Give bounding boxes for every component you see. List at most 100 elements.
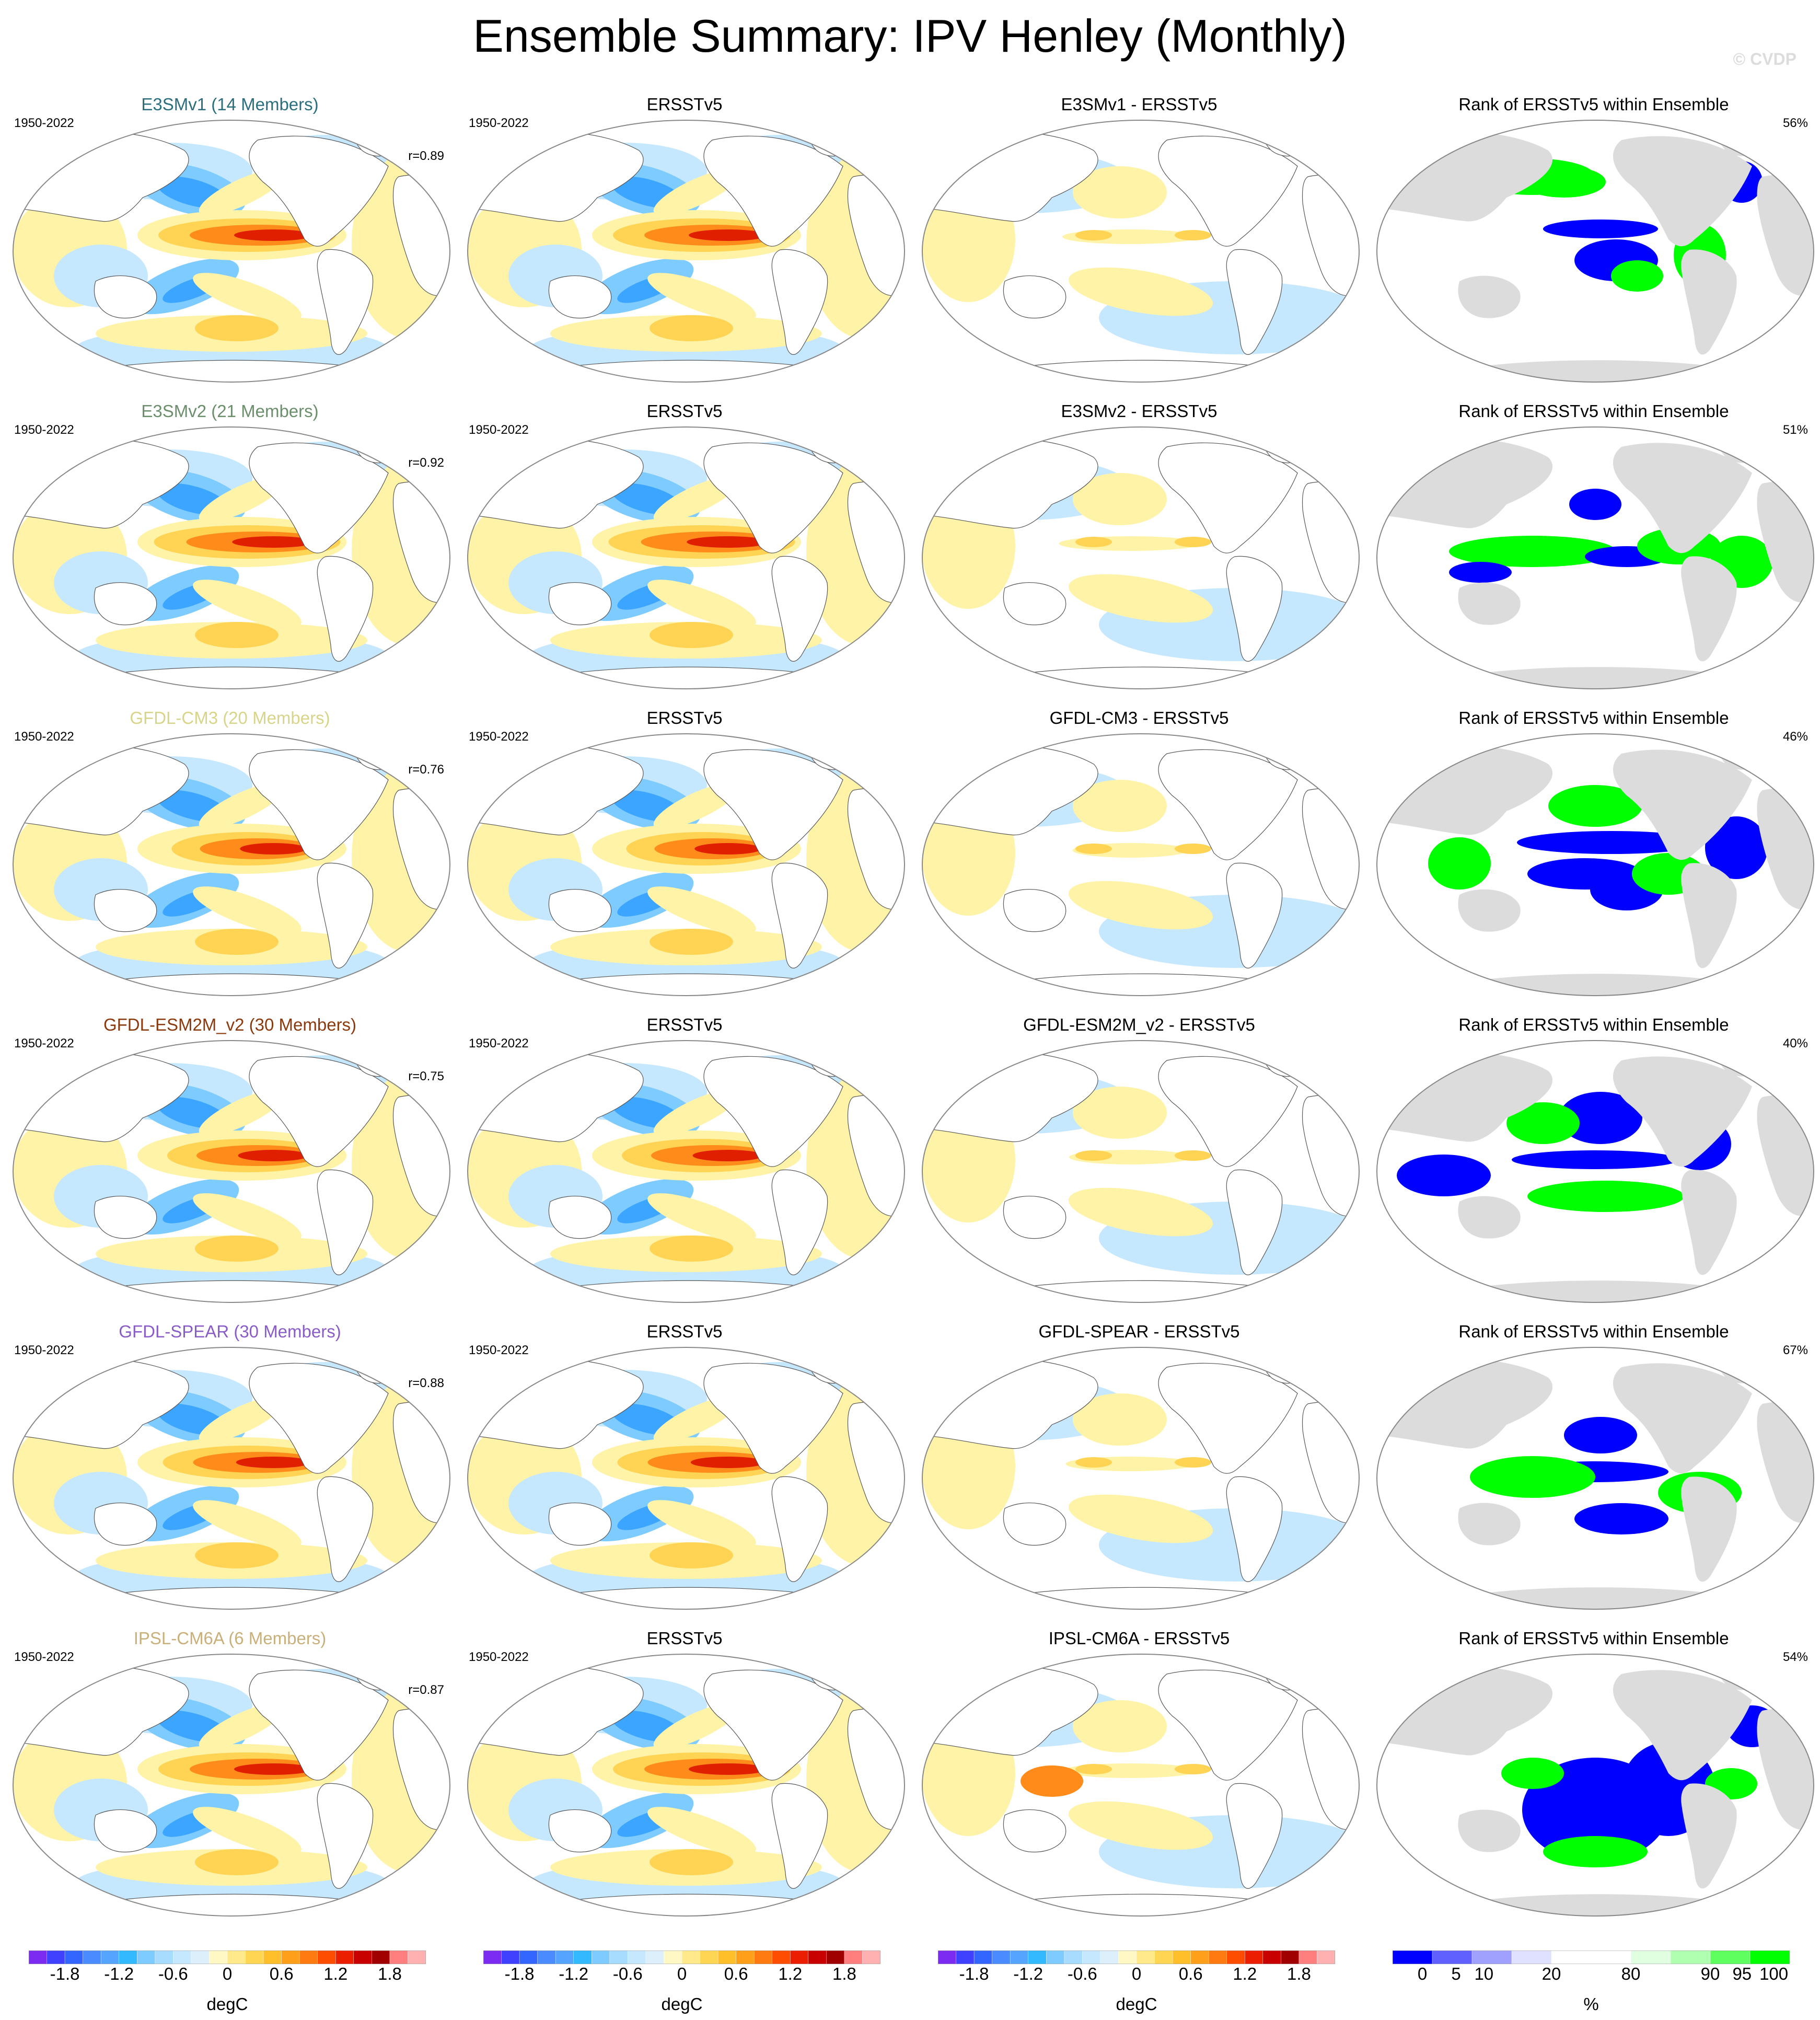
colorbar-swatch <box>717 1950 737 1964</box>
field-region <box>647 1193 756 1241</box>
land-south-america <box>1681 1170 1737 1275</box>
rank-high-region <box>1506 1102 1580 1144</box>
map-fill <box>13 1654 450 1916</box>
world-map <box>1376 1347 1814 1610</box>
colorbar-tick-label: 0 <box>222 1964 233 1983</box>
world-map <box>467 1654 905 1917</box>
field-region <box>236 1457 311 1468</box>
panel-title: GFDL-SPEAR (30 Members) <box>119 1322 341 1341</box>
land-australia <box>1003 1196 1067 1239</box>
colorbar-swatch <box>790 1950 809 1964</box>
field-region <box>1073 1087 1167 1139</box>
period-label: 1950-2022 <box>14 116 74 130</box>
colorbar-tick-label: -0.6 <box>158 1964 188 1983</box>
colorbar-swatch <box>862 1950 880 1964</box>
field-region <box>195 1542 279 1568</box>
panel-title: ERSSTv5 <box>646 95 723 114</box>
colorbar-swatches <box>1393 1950 1790 1964</box>
land-south-america <box>1226 862 1283 968</box>
colorbar-swatch <box>389 1950 409 1964</box>
map-panel-rank-5: Rank of ERSSTv5 within Ensemble 67% <box>1366 1321 1820 1627</box>
colorbar-swatch <box>1749 1950 1790 1964</box>
rank-percent-label: 56% <box>1782 116 1808 130</box>
field-region <box>1068 1187 1213 1237</box>
colorbar-swatch <box>372 1950 390 1964</box>
colorbar-swatch <box>681 1950 701 1964</box>
land-south-america <box>1681 1783 1737 1889</box>
map-panel-obs-5: ERSSTv5 1950-2022 <box>457 1321 912 1627</box>
rank-percent-label: 46% <box>1782 730 1808 744</box>
colorbar-swatch <box>1551 1950 1592 1964</box>
colorbar-tick-label: 5 <box>1451 1964 1461 1983</box>
field-region <box>1075 1764 1112 1774</box>
colorbar-tick-label: 90 <box>1700 1964 1720 1983</box>
land-australia <box>94 1809 157 1853</box>
field-region <box>647 886 756 934</box>
map-panel-model-4: GFDL-ESM2M_v2 (30 Members) 1950-2022 r=0.7… <box>3 1014 457 1320</box>
land-australia <box>1458 1809 1521 1852</box>
land-north-america <box>1613 1056 1752 1167</box>
panel-title: ERSSTv5 <box>646 1015 723 1034</box>
land-australia <box>1003 582 1067 626</box>
colorbar-swatch <box>573 1950 593 1964</box>
colorbar-swatch <box>483 1950 502 1964</box>
rank-high-region <box>1548 785 1642 827</box>
field-region <box>193 1807 302 1855</box>
panel-title: GFDL-ESM2M_v2 - ERSSTv5 <box>1023 1015 1255 1034</box>
colorbar-swatch <box>281 1950 300 1964</box>
field-region <box>1175 1457 1211 1468</box>
panel-title: E3SMv1 (14 Members) <box>141 95 319 114</box>
land-north-america <box>249 1056 389 1167</box>
colorbar-tick-label: 1.2 <box>323 1964 348 1983</box>
map-outline <box>467 426 905 689</box>
colorbar-swatch <box>1208 1950 1227 1964</box>
colorbar-tick-label: -0.6 <box>612 1964 643 1983</box>
land-australia <box>1003 889 1067 932</box>
colorbar-tick-label: 0 <box>1131 1964 1142 1983</box>
map-panel-model-2: E3SMv2 (21 Members) 1950-2022 r=0.92 <box>3 401 457 707</box>
colorbar-swatch <box>537 1950 556 1964</box>
land-australia <box>548 1503 612 1546</box>
land-south-america <box>1226 556 1283 662</box>
map-panel-obs-6: ERSSTv5 1950-2022 <box>457 1628 912 1934</box>
field-region <box>195 622 279 648</box>
period-label: 1950-2022 <box>469 1036 529 1051</box>
field-region <box>1175 1150 1211 1161</box>
field-region <box>240 843 307 855</box>
field-region <box>1073 780 1167 832</box>
world-map <box>13 426 450 689</box>
copyright-label: © CVDP <box>1733 50 1796 68</box>
world-map <box>922 426 1360 689</box>
land-south-america <box>1681 249 1737 355</box>
land-north-america <box>1613 1670 1752 1781</box>
colorbar-swatch <box>1136 1950 1155 1964</box>
colorbar-swatch <box>992 1950 1011 1964</box>
map-fill <box>922 1654 1359 1916</box>
world-map <box>1376 1040 1814 1303</box>
colorbar-swatch <box>245 1950 264 1964</box>
field-region <box>1075 844 1112 854</box>
colorbar-tick-label: 20 <box>1541 1964 1561 1983</box>
map-outline <box>467 1347 905 1610</box>
field-region <box>690 1457 766 1468</box>
pattern-correlation-label: r=0.87 <box>408 1683 444 1697</box>
map-fill <box>922 734 1359 996</box>
land-south-america <box>317 249 374 355</box>
land-south-america <box>317 1169 374 1275</box>
map-panel-rank-6: Rank of ERSSTv5 within Ensemble 54% <box>1366 1628 1820 1934</box>
field-region <box>1073 473 1167 525</box>
field-region <box>694 843 761 855</box>
world-map <box>13 733 450 996</box>
land-australia <box>548 275 612 319</box>
colorbar-tick-label: 100 <box>1759 1964 1789 1983</box>
land-south-america <box>1226 249 1283 355</box>
colorbar-swatch <box>1393 1950 1433 1964</box>
land-south-america <box>1226 1783 1283 1889</box>
land-south-america <box>771 1783 828 1889</box>
field-region <box>650 1236 733 1262</box>
map-fill <box>1377 1041 1814 1302</box>
field-region <box>195 1236 279 1262</box>
colorbar-swatch <box>664 1950 682 1964</box>
field-region <box>1073 1700 1167 1752</box>
map-fill <box>1377 427 1814 689</box>
